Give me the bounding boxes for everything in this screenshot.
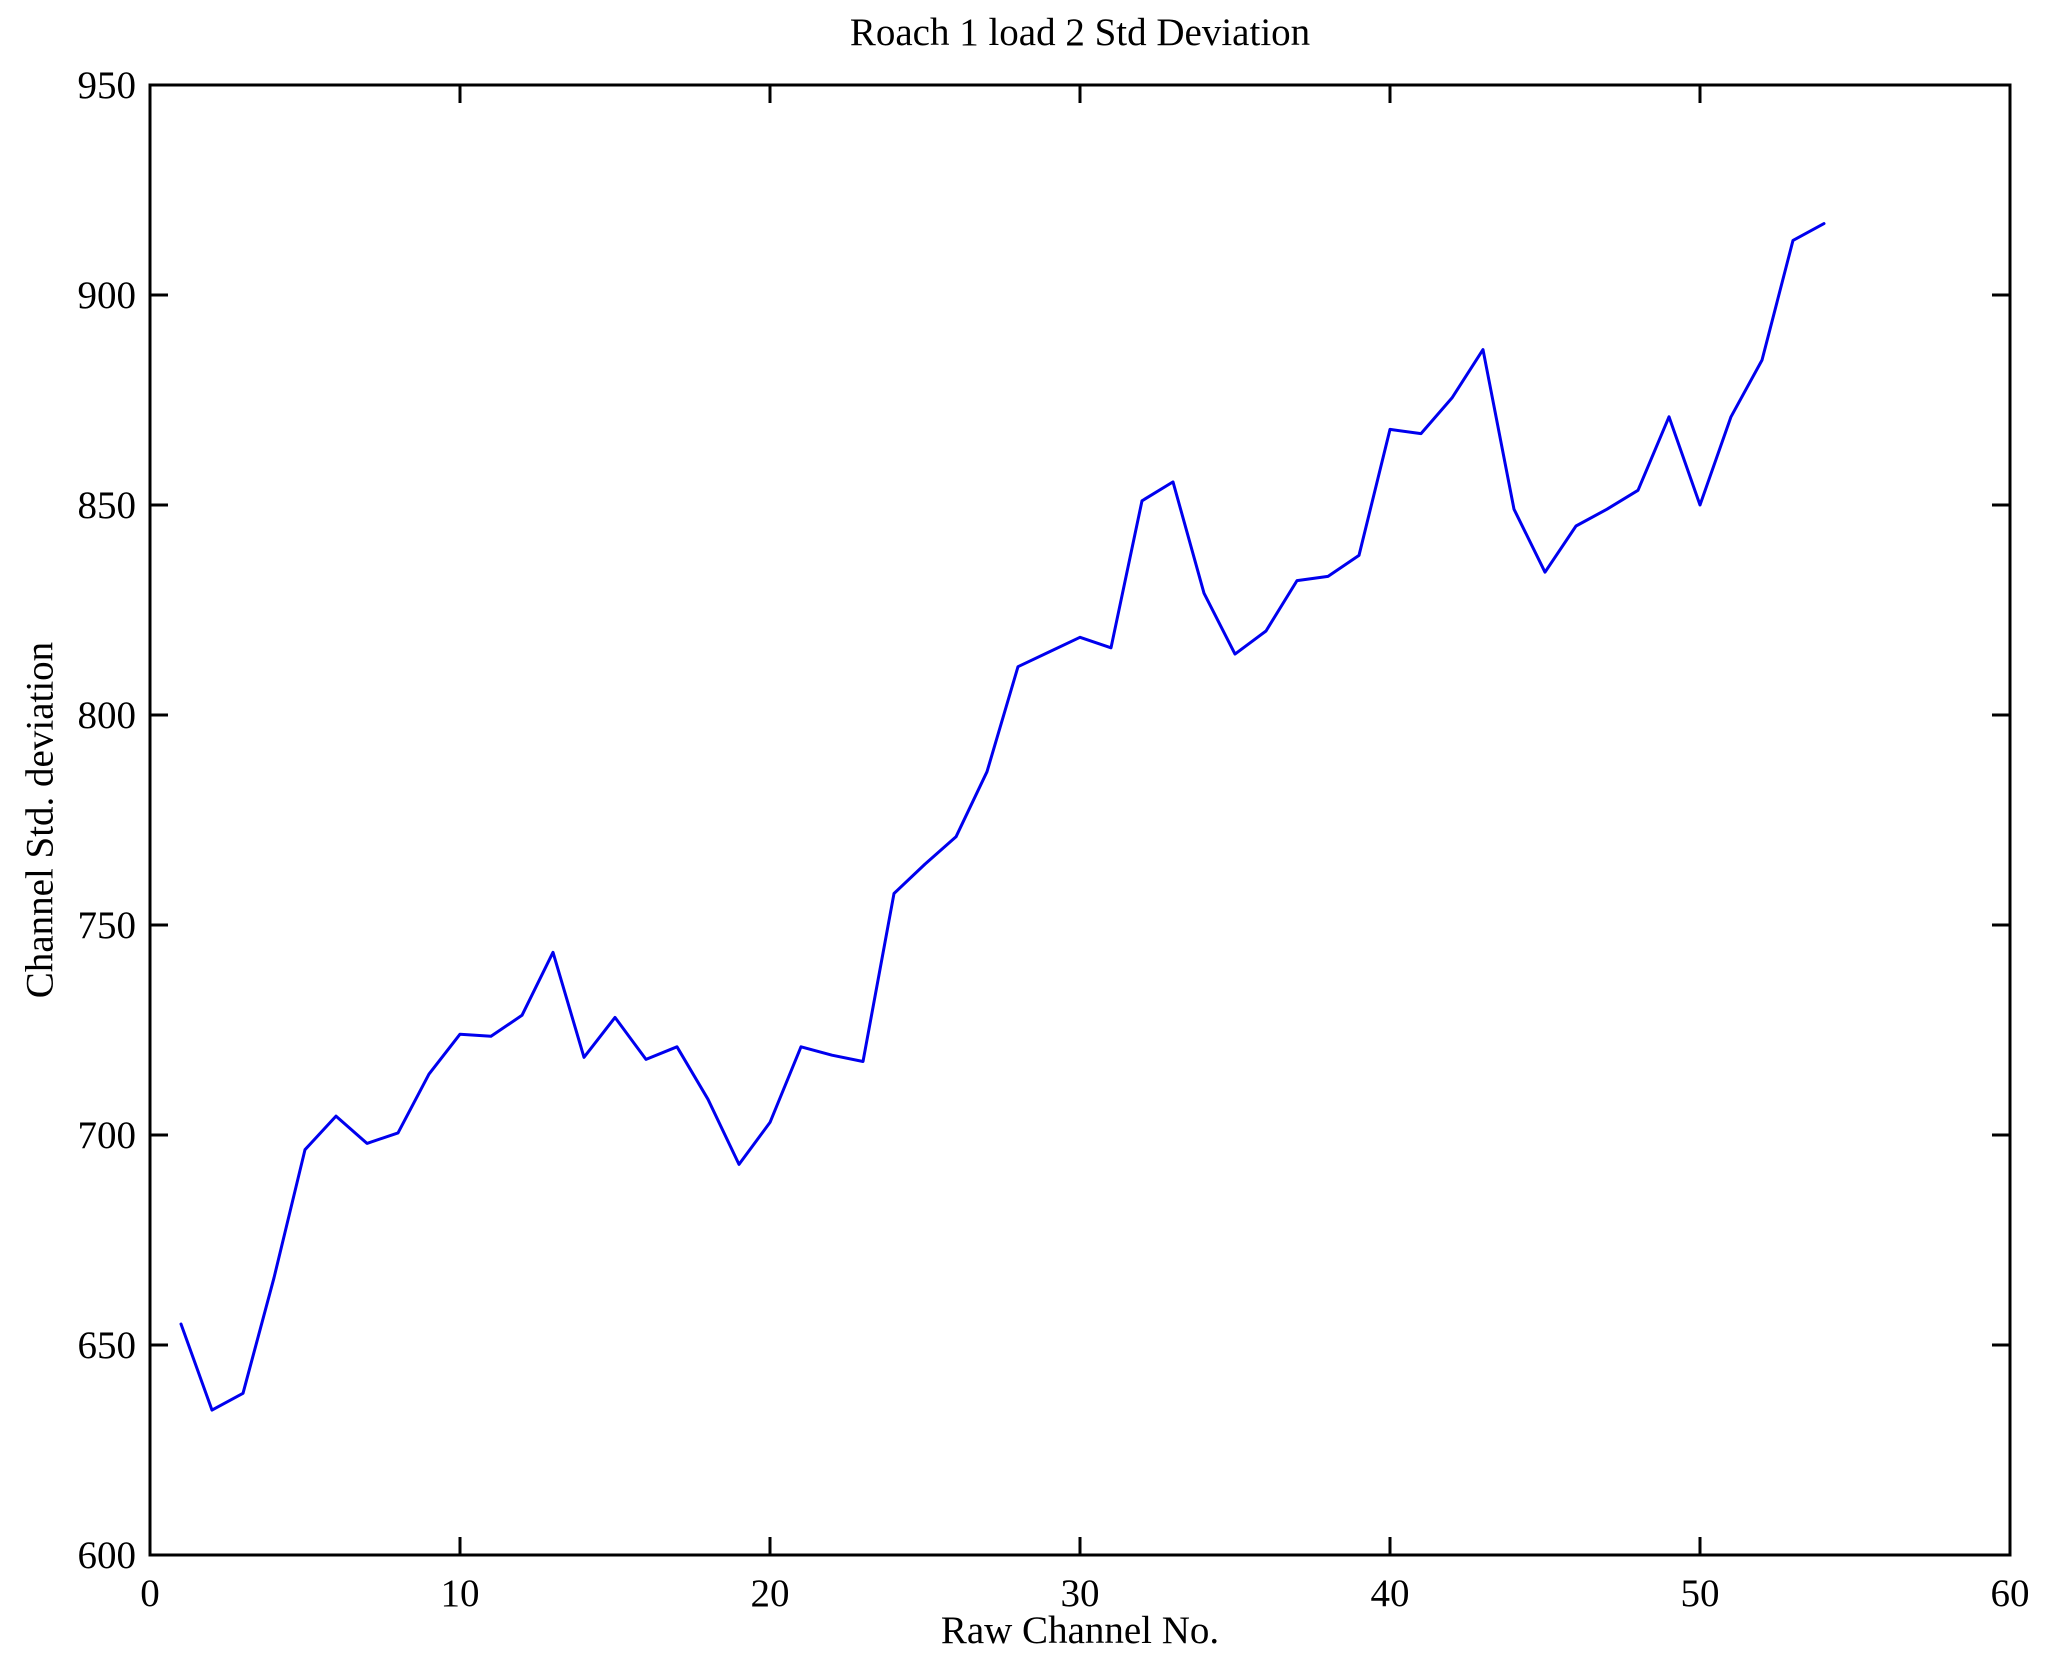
x-tick-label: 30 — [1061, 1572, 1100, 1615]
x-tick-label: 50 — [1681, 1572, 1720, 1615]
y-tick-label: 900 — [78, 274, 137, 317]
y-tick-label: 650 — [78, 1324, 137, 1367]
y-tick-label: 700 — [78, 1114, 137, 1157]
chart-title: Roach 1 load 2 Std Deviation — [849, 11, 1311, 54]
y-tick-label: 750 — [78, 904, 137, 947]
plot-border — [148, 83, 2012, 1557]
x-tick-label: 40 — [1371, 1572, 1410, 1615]
y-axis-label: Channel Std. deviation — [18, 641, 62, 999]
x-tick-label: 60 — [1991, 1572, 2030, 1615]
x-tick-label: 20 — [751, 1572, 790, 1615]
y-tick-label: 850 — [78, 484, 137, 527]
x-axis-label: Raw Channel No. — [940, 1609, 1220, 1652]
y-tick-label: 800 — [78, 694, 137, 737]
data-line — [179, 222, 1826, 1412]
x-tick-label: 0 — [140, 1572, 160, 1615]
x-tick-label: 10 — [441, 1572, 480, 1615]
y-tick-label: 600 — [78, 1534, 137, 1577]
y-tick-label: 950 — [78, 64, 137, 107]
